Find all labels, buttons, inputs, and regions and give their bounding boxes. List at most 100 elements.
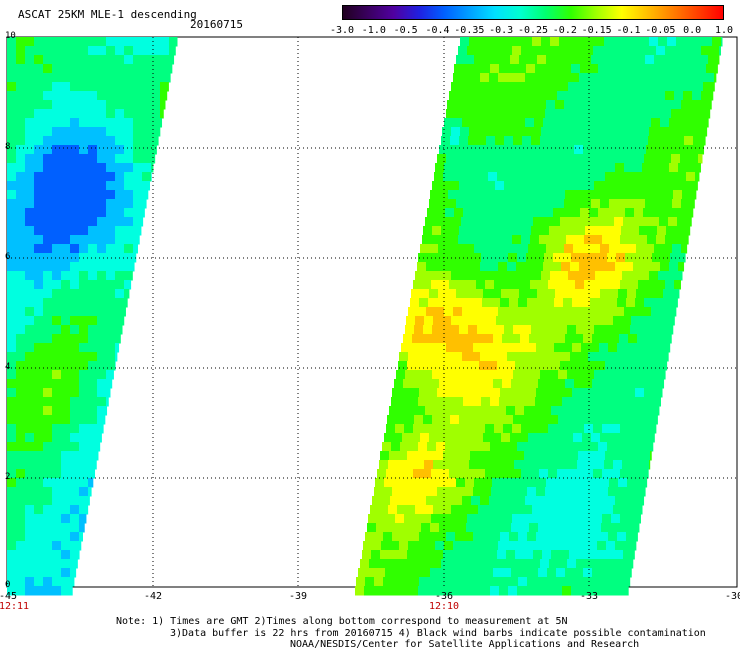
wind-cell	[551, 451, 561, 461]
wind-cell	[34, 82, 44, 92]
wind-cell	[568, 82, 578, 92]
wind-cell	[79, 82, 89, 92]
wind-cell	[524, 406, 534, 416]
wind-cell	[133, 190, 143, 200]
wind-cell	[669, 307, 677, 317]
wind-cell	[514, 505, 524, 515]
wind-cell	[625, 253, 635, 263]
wind-cell	[52, 550, 62, 560]
wind-cell	[539, 91, 549, 101]
wind-cell	[578, 550, 588, 560]
wind-cell	[443, 361, 453, 371]
wind-cell	[632, 550, 635, 560]
wind-cell	[505, 127, 515, 137]
wind-cell	[559, 127, 569, 137]
wind-cell	[649, 127, 659, 137]
wind-cell	[34, 199, 44, 209]
wind-cell	[444, 307, 454, 317]
wind-cell	[25, 235, 35, 245]
wind-cell	[7, 325, 17, 335]
wind-cell	[614, 550, 624, 560]
wind-cell	[554, 154, 564, 164]
wind-cell	[608, 343, 618, 353]
wind-cell	[668, 217, 678, 227]
wind-cell	[52, 235, 62, 245]
wind-cell	[649, 82, 659, 92]
wind-cell	[570, 73, 580, 83]
wind-cell	[521, 280, 531, 290]
wind-cell	[25, 280, 35, 290]
wind-cell	[43, 325, 53, 335]
wind-cell	[495, 181, 505, 191]
wind-cell	[422, 424, 432, 434]
wind-cell	[52, 181, 62, 191]
wind-cell	[658, 316, 668, 326]
wind-cell	[16, 307, 26, 317]
wind-cell	[606, 307, 616, 317]
wind-cell	[61, 235, 71, 245]
wind-cell	[523, 37, 533, 47]
wind-cell	[7, 433, 17, 443]
wind-cell	[597, 541, 607, 551]
wind-cell	[577, 82, 587, 92]
wind-cell	[7, 262, 17, 272]
wind-cell	[662, 154, 672, 164]
wind-cell	[34, 73, 44, 83]
wind-cell	[603, 226, 613, 236]
wind-cell	[474, 100, 484, 110]
wind-cell	[487, 316, 497, 326]
wind-cell	[458, 46, 468, 56]
wind-cell	[115, 46, 125, 56]
wind-cell	[659, 172, 669, 182]
wind-cell	[389, 406, 399, 416]
wind-cell	[79, 217, 89, 227]
wind-cell	[548, 46, 558, 56]
wind-cell	[444, 352, 454, 362]
wind-cell	[474, 55, 484, 65]
wind-cell	[620, 235, 630, 245]
wind-cell	[517, 64, 527, 74]
wind-cell	[492, 100, 502, 110]
wind-cell	[640, 460, 650, 470]
wind-cell	[88, 172, 98, 182]
wind-cell	[43, 82, 53, 92]
wind-cell	[70, 433, 80, 443]
wind-cell	[16, 586, 26, 596]
wind-cell	[528, 199, 538, 209]
wind-cell	[88, 145, 98, 155]
wind-cell	[675, 181, 685, 191]
wind-cell	[513, 136, 523, 146]
wind-cell	[16, 451, 26, 461]
wind-cell	[88, 496, 90, 506]
wind-cell	[464, 154, 474, 164]
wind-cell	[631, 316, 641, 326]
wind-cell	[519, 478, 529, 488]
wind-cell	[502, 334, 512, 344]
wind-cell	[518, 343, 528, 353]
wind-cell	[417, 496, 427, 506]
wind-cell	[406, 316, 416, 326]
wind-cell	[491, 532, 501, 542]
wind-cell	[555, 55, 565, 65]
wind-cell	[70, 91, 80, 101]
wind-cell	[7, 163, 17, 173]
wind-cell	[477, 415, 487, 425]
wind-cell	[672, 199, 682, 209]
wind-cell	[374, 577, 384, 587]
colorbar-label: -0.4	[425, 25, 450, 36]
wind-cell	[151, 64, 161, 74]
wind-cell	[475, 379, 485, 389]
wind-cell	[61, 505, 71, 515]
wind-cell	[611, 514, 621, 524]
wind-cell	[25, 73, 35, 83]
wind-cell	[522, 370, 532, 380]
wind-cell	[657, 226, 667, 236]
wind-cell	[479, 550, 489, 560]
wind-cell	[485, 46, 495, 56]
wind-cell	[542, 361, 552, 371]
wind-cell	[151, 55, 161, 65]
wind-cell	[460, 271, 470, 281]
wind-cell	[642, 307, 652, 317]
wind-cell	[519, 100, 529, 110]
wind-cell	[419, 388, 429, 398]
